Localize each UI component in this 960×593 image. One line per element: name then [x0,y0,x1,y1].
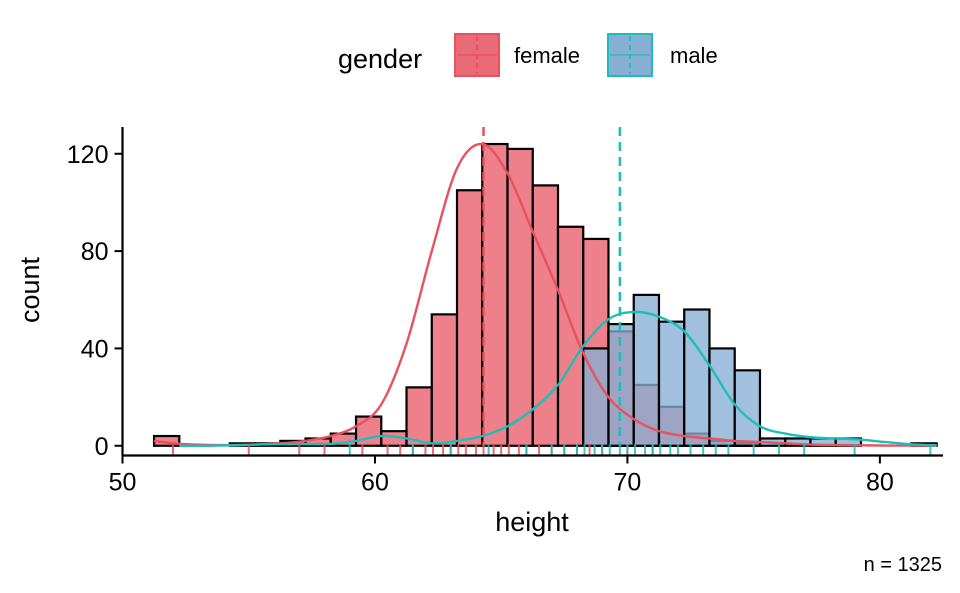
x-tick-label: 50 [109,469,137,497]
density-lines [153,142,937,448]
caption: n = 1325 [864,554,942,576]
y-tick-label: 40 [81,335,109,363]
y-tick-label: 0 [95,433,109,461]
legend-entries: female male [454,33,718,77]
x-tick-label: 70 [614,469,642,497]
x-axis-title: height [495,507,569,537]
bar-female [430,313,459,447]
rug-marks [171,444,932,455]
y-ticks: 0 40 80 120 [67,141,123,461]
legend-title: gender [338,44,422,74]
legend-label-male: male [670,43,718,68]
bar-male [607,323,635,447]
bar-female [531,184,560,447]
bar-female [506,147,534,447]
bars-male [582,293,938,447]
bar-female [455,189,484,447]
axes: 50 60 70 80 0 40 80 120 [67,127,943,497]
legend-label-female: female [514,43,580,68]
legend: gender female male [338,33,718,77]
bar-female [481,142,509,447]
x-tick-label: 60 [361,469,389,497]
plot-area [152,127,938,455]
bar-male [632,293,661,447]
bar-male [708,347,736,447]
mean-lines [482,127,622,446]
x-ticks: 50 60 70 80 [109,455,894,497]
bar-male [683,308,711,447]
bar-female [405,386,433,447]
bar-female [556,225,585,447]
y-axis-title: count [15,256,45,323]
density-line-male [179,310,937,448]
y-tick-label: 80 [81,238,109,266]
y-tick-label: 120 [67,141,109,169]
bar-male [733,369,762,447]
x-tick-label: 80 [866,469,894,497]
bar-male [657,320,686,447]
